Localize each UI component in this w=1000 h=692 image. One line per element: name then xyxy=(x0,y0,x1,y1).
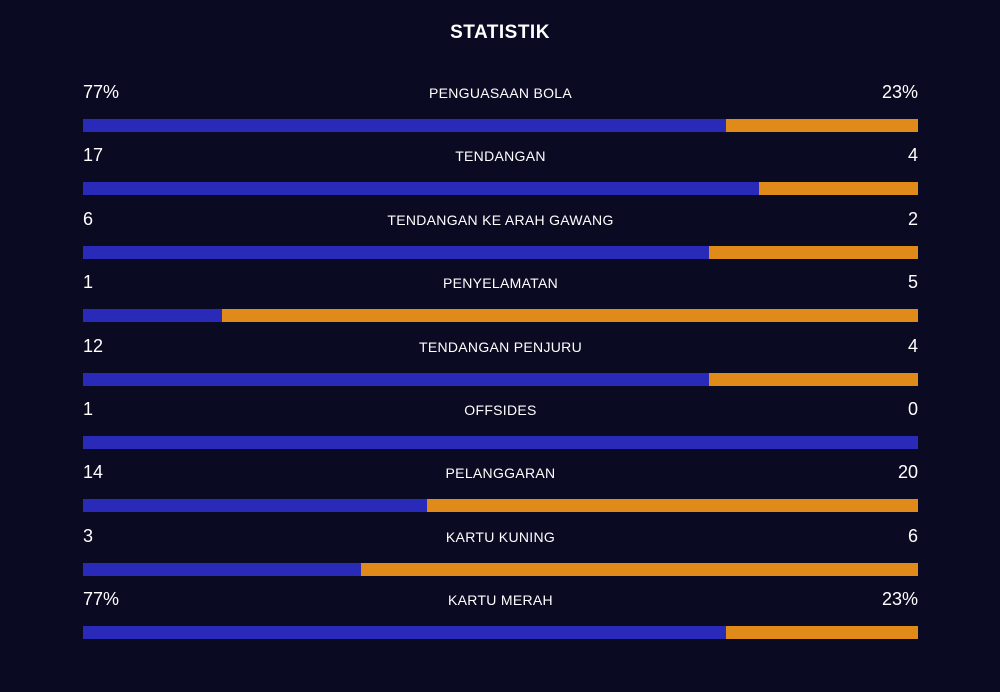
home-value: 3 xyxy=(83,525,94,546)
away-value: 4 xyxy=(907,335,918,356)
stats-title: STATISTIK xyxy=(450,22,550,43)
comparison-bar xyxy=(83,182,918,196)
home-bar xyxy=(83,626,726,640)
home-value: 1 xyxy=(83,398,94,419)
away-bar xyxy=(709,245,918,259)
home-value: 12 xyxy=(83,335,104,356)
comparison-bar xyxy=(83,435,918,449)
stat-label: PENYELAMATAN xyxy=(442,275,559,292)
comparison-bar xyxy=(83,245,918,259)
away-value: 4 xyxy=(907,145,918,166)
comparison-bar xyxy=(83,119,918,132)
away-bar xyxy=(759,182,918,196)
away-value: 20 xyxy=(897,462,918,483)
comparison-bar xyxy=(83,562,918,576)
stat-label: TENDANGAN xyxy=(455,148,546,165)
away-value: 5 xyxy=(907,272,918,293)
home-bar xyxy=(83,562,362,576)
stat-row-fouls: 14 PELANGGARAN 20 xyxy=(83,460,918,523)
stat-row-corners: 12 TENDANGAN PENJURU 4 xyxy=(83,334,918,397)
stat-row-yellow-cards: 3 KARTU KUNING 6 xyxy=(83,524,918,587)
home-value: 77% xyxy=(83,82,120,102)
home-bar xyxy=(83,372,710,386)
home-bar xyxy=(83,499,428,513)
home-value: 17 xyxy=(83,145,104,166)
comparison-bar xyxy=(83,372,918,386)
stat-row-shots: 17 TENDANGAN 4 xyxy=(83,143,918,206)
home-value: 14 xyxy=(83,462,104,483)
away-value: 2 xyxy=(907,208,918,229)
stat-label: KARTU KUNING xyxy=(445,528,556,545)
stat-label: PENGUASAAN BOLA xyxy=(429,85,572,101)
away-bar xyxy=(222,309,918,323)
comparison-bar xyxy=(83,309,918,323)
away-bar xyxy=(725,119,918,132)
stat-label: TENDANGAN PENJURU xyxy=(418,338,582,355)
stat-row-saves: 1 PENYELAMATAN 5 xyxy=(83,270,918,333)
away-value: 6 xyxy=(907,525,918,546)
away-bar xyxy=(427,499,918,513)
home-value: 77% xyxy=(83,589,120,610)
away-bar xyxy=(709,372,918,386)
home-bar xyxy=(83,309,223,323)
home-value: 1 xyxy=(83,272,94,293)
away-bar xyxy=(725,626,918,640)
away-value: 23% xyxy=(881,82,918,102)
stats-list: 77% PENGUASAAN BOLA 23% 17 TENDANGAN 4 6… xyxy=(83,80,918,651)
away-bar xyxy=(361,562,918,576)
stat-row-shots-on-target: 6 TENDANGAN KE ARAH GAWANG 2 xyxy=(83,207,918,270)
stat-label: KARTU MERAH xyxy=(448,592,553,609)
stat-label: PELANGGARAN xyxy=(445,465,556,482)
away-value: 0 xyxy=(907,398,918,419)
home-value: 6 xyxy=(83,208,94,229)
home-bar xyxy=(83,435,918,449)
home-bar xyxy=(83,245,710,259)
home-bar xyxy=(83,182,760,196)
stat-row-possession: 77% PENGUASAAN BOLA 23% xyxy=(83,80,918,143)
stat-row-red-cards: 77% KARTU MERAH 23% xyxy=(83,587,918,650)
home-bar xyxy=(83,119,726,132)
stat-label: TENDANGAN KE ARAH GAWANG xyxy=(387,211,614,228)
comparison-bar xyxy=(83,626,918,640)
comparison-bar xyxy=(83,499,918,513)
away-value: 23% xyxy=(881,589,918,610)
stat-label: OFFSIDES xyxy=(464,401,537,418)
stat-row-offsides: 1 OFFSIDES 0 xyxy=(83,397,918,460)
